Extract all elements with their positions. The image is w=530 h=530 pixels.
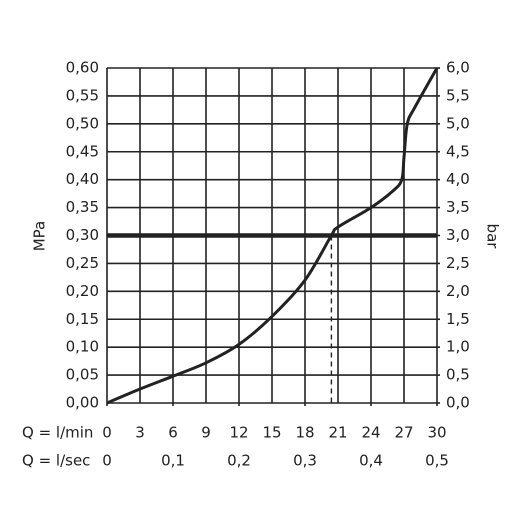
x-tick-label: 0: [102, 424, 112, 442]
x2-axis-title: Q = l/sec: [22, 452, 90, 470]
y-tick-label: 0,50: [66, 114, 99, 132]
y2-tick-label: 3,0: [446, 226, 470, 244]
x-axis-title: Q = l/min: [22, 424, 93, 442]
x-tick-label: 12: [229, 424, 248, 442]
x-tick-label: 3: [135, 424, 145, 442]
y-axis-title: MPa: [31, 221, 49, 252]
y2-tick-label: 1,0: [446, 338, 470, 356]
y-tick-label: 0,55: [66, 86, 99, 104]
y2-tick-label: 1,5: [446, 310, 470, 328]
y-tick-label: 0,15: [66, 310, 99, 328]
x-tick-label: 27: [394, 424, 413, 442]
x-tick-label: 21: [328, 424, 347, 442]
x2-tick-label: 0,4: [359, 452, 383, 470]
y2-tick-label: 4,5: [446, 142, 470, 160]
y2-tick-label: 0,0: [446, 394, 470, 412]
curve: [106, 67, 439, 405]
y2-tick-label: 3,5: [446, 198, 470, 216]
x2-tick-label: 0,3: [293, 452, 317, 470]
y-tick-label: 0,35: [66, 198, 99, 216]
y2-tick-label: 6,0: [446, 59, 470, 77]
y-tick-label: 0,25: [66, 254, 99, 272]
y2-tick-label: 0,5: [446, 366, 470, 384]
y-tick-label: 0,40: [66, 170, 99, 188]
y2-tick-label: 2,5: [446, 254, 470, 272]
y2-tick-label: 5,0: [446, 114, 470, 132]
y-tick-label: 0,30: [66, 226, 99, 244]
y-tick-label: 0,60: [66, 59, 99, 77]
x2-tick-label: 0,5: [425, 452, 449, 470]
x2-tick-label: 0: [102, 452, 112, 470]
y2-tick-label: 2,0: [446, 282, 470, 300]
y-tick-label: 0,00: [66, 394, 99, 412]
x2-tick-label: 0,1: [161, 452, 185, 470]
y-tick-label: 0,05: [66, 366, 99, 384]
x-tick-label: 24: [361, 424, 380, 442]
y-tick-label: 0,20: [66, 282, 99, 300]
y-tick-label: 0,10: [66, 338, 99, 356]
x-tick-label: 18: [295, 424, 314, 442]
y2-tick-label: 5,5: [446, 86, 470, 104]
x-tick-label: 6: [168, 424, 178, 442]
x-tick-label: 15: [262, 424, 281, 442]
x2-tick-label: 0,2: [227, 452, 251, 470]
x-tick-label: 9: [201, 424, 211, 442]
y-tick-label: 0,45: [66, 142, 99, 160]
y2-tick-label: 4,0: [446, 170, 470, 188]
y2-axis-title: bar: [484, 224, 502, 250]
x-tick-label: 30: [427, 424, 446, 442]
